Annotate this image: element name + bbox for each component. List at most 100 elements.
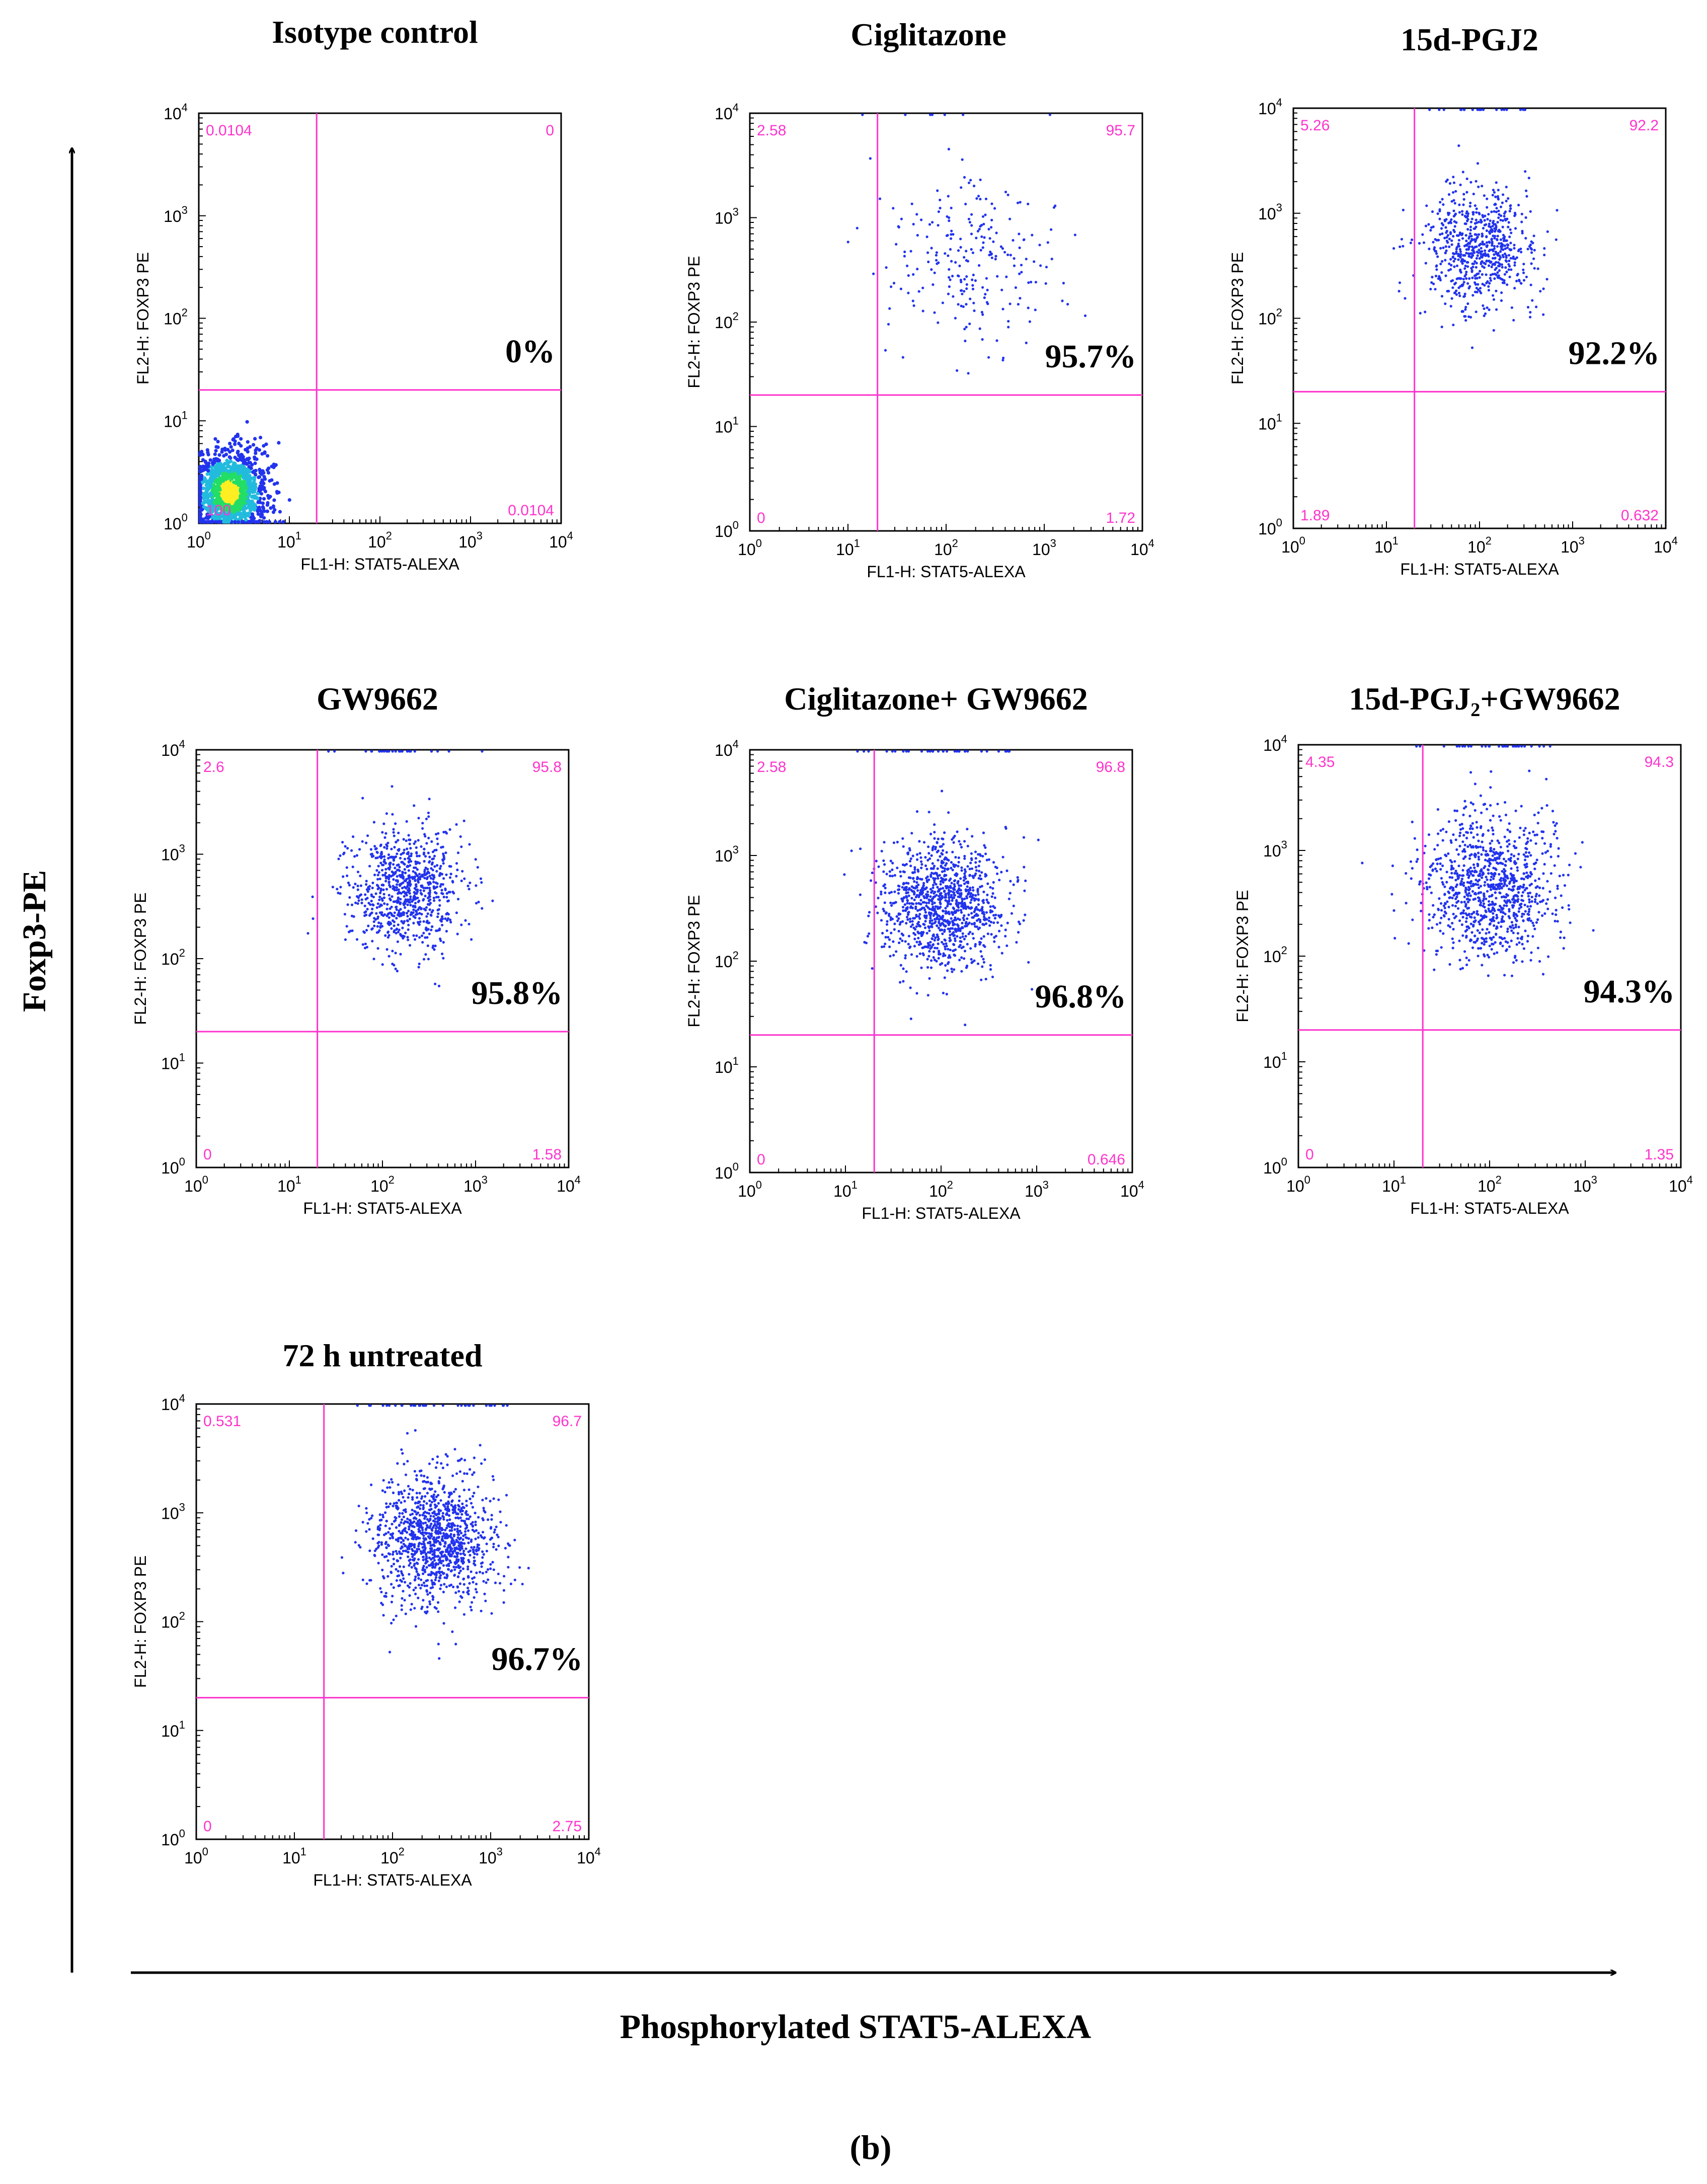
event-dot xyxy=(1473,227,1477,230)
event-dot xyxy=(342,852,345,855)
event-dot xyxy=(355,854,359,857)
event-dot xyxy=(868,911,871,914)
event-dot xyxy=(941,941,944,944)
event-dot xyxy=(398,928,401,931)
event-dot xyxy=(278,510,282,514)
event-dot xyxy=(917,924,920,927)
event-dot xyxy=(936,905,939,908)
event-dot xyxy=(975,869,978,872)
event-dot xyxy=(245,492,249,497)
event-dot xyxy=(1508,209,1511,213)
event-dot xyxy=(1497,189,1500,192)
event-dot xyxy=(410,860,413,863)
event-dot xyxy=(1473,238,1476,241)
event-dot xyxy=(1506,243,1509,246)
event-dot xyxy=(231,463,236,467)
event-dot xyxy=(1543,247,1546,250)
event-dot xyxy=(356,888,359,891)
event-dot xyxy=(944,864,947,867)
event-dot xyxy=(432,896,436,899)
event-dot xyxy=(1504,266,1507,269)
event-dot xyxy=(1495,308,1498,311)
event-dot xyxy=(977,865,980,868)
event-dot xyxy=(1488,260,1491,263)
event-dot xyxy=(992,240,995,243)
event-dot xyxy=(998,929,1001,932)
event-dot xyxy=(226,511,230,515)
event-dot xyxy=(982,222,985,225)
event-dot xyxy=(970,922,973,925)
event-dot xyxy=(993,936,996,939)
event-dot xyxy=(955,899,958,902)
event-dot xyxy=(1436,212,1439,215)
event-dot xyxy=(1475,221,1478,224)
event-dot xyxy=(943,918,946,922)
event-dot xyxy=(1476,254,1479,257)
event-dot xyxy=(939,901,942,904)
event-dot xyxy=(916,922,919,925)
event-dot xyxy=(961,158,964,161)
event-dot xyxy=(218,517,222,521)
event-dot xyxy=(953,880,956,883)
event-dot xyxy=(905,750,908,753)
event-dot xyxy=(1495,108,1498,111)
event-dot xyxy=(428,889,432,892)
event-dot xyxy=(1480,291,1483,294)
event-dot xyxy=(953,943,956,946)
event-dot xyxy=(1494,235,1497,238)
event-dot xyxy=(963,914,966,917)
event-dot xyxy=(959,884,963,887)
event-dot xyxy=(1532,257,1535,260)
event-dot xyxy=(1481,273,1484,276)
event-dot xyxy=(919,899,922,902)
event-dot xyxy=(941,870,944,873)
event-dot xyxy=(931,848,934,851)
event-dot xyxy=(1477,220,1481,223)
event-dot xyxy=(1024,913,1027,916)
event-dot xyxy=(978,227,981,230)
event-dot xyxy=(364,750,367,753)
event-dot xyxy=(440,920,443,923)
event-dot xyxy=(428,855,431,859)
event-dot xyxy=(361,797,364,800)
event-dot xyxy=(233,442,237,446)
event-dot xyxy=(1502,237,1505,240)
event-dot xyxy=(202,505,206,509)
event-dot xyxy=(1520,212,1523,215)
event-dot xyxy=(987,858,990,861)
event-dot xyxy=(1492,329,1495,332)
event-dot xyxy=(883,945,886,948)
event-dot xyxy=(909,925,912,928)
event-dot xyxy=(989,886,992,889)
event-dot xyxy=(940,852,943,855)
event-dot xyxy=(1522,271,1525,274)
event-dot xyxy=(262,520,266,524)
event-dot xyxy=(426,876,429,879)
event-dot xyxy=(884,887,887,890)
event-dot xyxy=(945,862,948,865)
event-dot xyxy=(984,197,988,200)
event-dot xyxy=(964,922,967,925)
event-dot xyxy=(973,309,976,313)
event-dot xyxy=(452,892,455,895)
event-dot xyxy=(896,919,899,922)
event-dot xyxy=(880,890,883,893)
event-dot xyxy=(402,838,405,841)
event-dot xyxy=(257,475,262,479)
event-dot xyxy=(1465,216,1468,219)
event-dot xyxy=(387,916,391,919)
event-dot xyxy=(1004,934,1007,938)
event-dot xyxy=(228,515,233,519)
x-axis-label: FL1-H: STAT5-ALEXA xyxy=(300,555,459,573)
event-dot xyxy=(1452,228,1455,231)
quadrant-upper-left: 2.58 xyxy=(757,122,786,139)
y-tick-label: 102 xyxy=(1263,944,1287,966)
event-dot xyxy=(448,876,452,879)
event-dot xyxy=(392,878,395,881)
event-dot xyxy=(363,904,366,907)
event-dot xyxy=(956,830,959,833)
event-dot xyxy=(417,839,420,842)
quadrant-lower-right: 0.646 xyxy=(1088,1151,1125,1168)
event-dot xyxy=(395,931,398,934)
